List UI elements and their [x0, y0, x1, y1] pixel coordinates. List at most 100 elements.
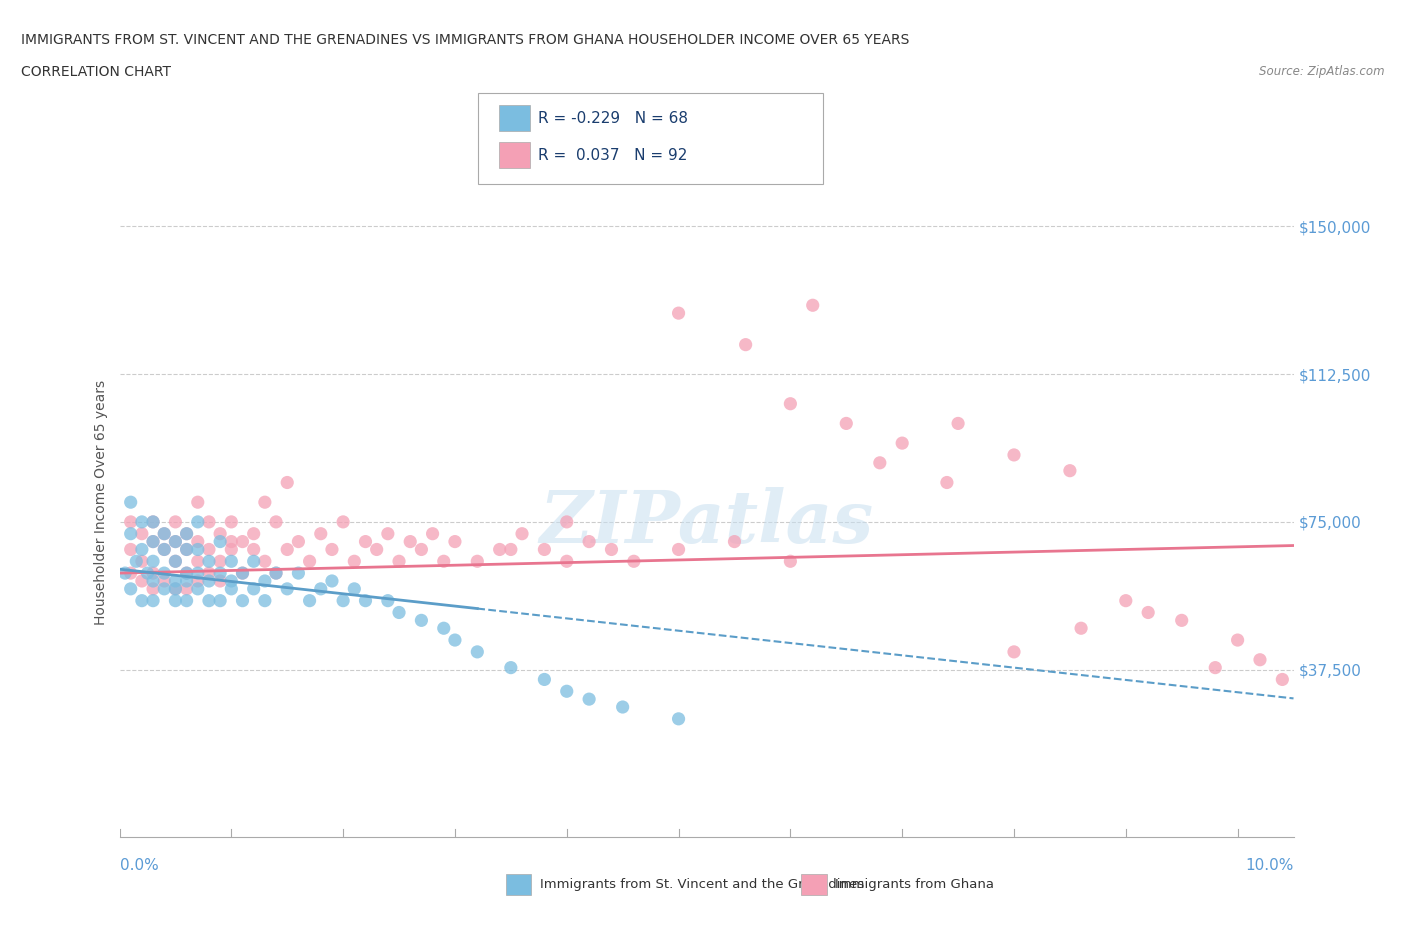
Point	[343, 554, 366, 569]
Point	[209, 554, 232, 569]
Point	[198, 593, 221, 608]
Point	[221, 554, 243, 569]
Point	[533, 672, 555, 687]
Point	[142, 574, 165, 589]
Point	[668, 306, 690, 321]
Point	[399, 534, 422, 549]
Point	[779, 396, 801, 411]
Point	[231, 565, 253, 580]
Point	[176, 565, 198, 580]
Point	[433, 621, 456, 636]
Point	[734, 338, 756, 352]
Point	[499, 542, 522, 557]
Point	[242, 542, 264, 557]
Point	[165, 514, 187, 529]
Point	[187, 581, 209, 596]
Point	[153, 581, 176, 596]
Point	[198, 574, 221, 589]
Point	[276, 475, 298, 490]
Point	[120, 581, 142, 596]
Point	[555, 554, 578, 569]
Point	[465, 644, 488, 659]
Point	[1137, 605, 1160, 620]
Point	[165, 554, 187, 569]
Point	[165, 534, 187, 549]
Point	[198, 514, 221, 529]
Point	[142, 593, 165, 608]
Point	[131, 542, 153, 557]
Text: Source: ZipAtlas.com: Source: ZipAtlas.com	[1260, 65, 1385, 78]
Point	[176, 526, 198, 541]
Point	[578, 534, 600, 549]
Point	[835, 416, 858, 431]
Point	[499, 660, 522, 675]
Point	[253, 554, 276, 569]
Point	[1002, 644, 1025, 659]
Point	[388, 554, 411, 569]
Point	[332, 593, 354, 608]
Point	[131, 593, 153, 608]
Point	[377, 593, 399, 608]
Point	[309, 581, 332, 596]
Point	[153, 574, 176, 589]
Point	[231, 534, 253, 549]
Point	[153, 542, 176, 557]
Point	[377, 526, 399, 541]
Point	[165, 593, 187, 608]
Point	[276, 581, 298, 596]
Point	[465, 554, 488, 569]
Point	[242, 554, 264, 569]
Point	[332, 514, 354, 529]
Point	[187, 574, 209, 589]
Point	[114, 565, 136, 580]
Point	[668, 711, 690, 726]
Point	[422, 526, 444, 541]
Point	[165, 574, 187, 589]
Point	[165, 554, 187, 569]
Point	[221, 542, 243, 557]
Point	[125, 554, 148, 569]
Point	[869, 456, 891, 471]
Text: Immigrants from St. Vincent and the Grenadines: Immigrants from St. Vincent and the Gren…	[540, 878, 865, 891]
Point	[533, 542, 555, 557]
Point	[176, 542, 198, 557]
Point	[264, 565, 287, 580]
Point	[209, 526, 232, 541]
Point	[142, 554, 165, 569]
Point	[242, 581, 264, 596]
Point	[1170, 613, 1192, 628]
Point	[187, 554, 209, 569]
Point	[935, 475, 957, 490]
Text: CORRELATION CHART: CORRELATION CHART	[21, 65, 172, 79]
Point	[187, 542, 209, 557]
Point	[433, 554, 456, 569]
Point	[120, 514, 142, 529]
Point	[354, 534, 377, 549]
Point	[221, 581, 243, 596]
Text: 0.0%: 0.0%	[120, 857, 159, 872]
Point	[153, 565, 176, 580]
Point	[488, 542, 510, 557]
Point	[555, 514, 578, 529]
Point	[142, 565, 165, 580]
Point	[187, 514, 209, 529]
Point	[253, 593, 276, 608]
Point	[1115, 593, 1137, 608]
Point	[298, 554, 321, 569]
Point	[142, 581, 165, 596]
Point	[176, 574, 198, 589]
Text: IMMIGRANTS FROM ST. VINCENT AND THE GRENADINES VS IMMIGRANTS FROM GHANA HOUSEHOL: IMMIGRANTS FROM ST. VINCENT AND THE GREN…	[21, 33, 910, 46]
Point	[411, 613, 433, 628]
Point	[153, 542, 176, 557]
Point	[555, 684, 578, 698]
Point	[444, 632, 467, 647]
Point	[221, 574, 243, 589]
Point	[165, 581, 187, 596]
Point	[142, 534, 165, 549]
Point	[1271, 672, 1294, 687]
Point	[142, 514, 165, 529]
Point	[600, 542, 623, 557]
Point	[388, 605, 411, 620]
Point	[176, 526, 198, 541]
Point	[131, 574, 153, 589]
